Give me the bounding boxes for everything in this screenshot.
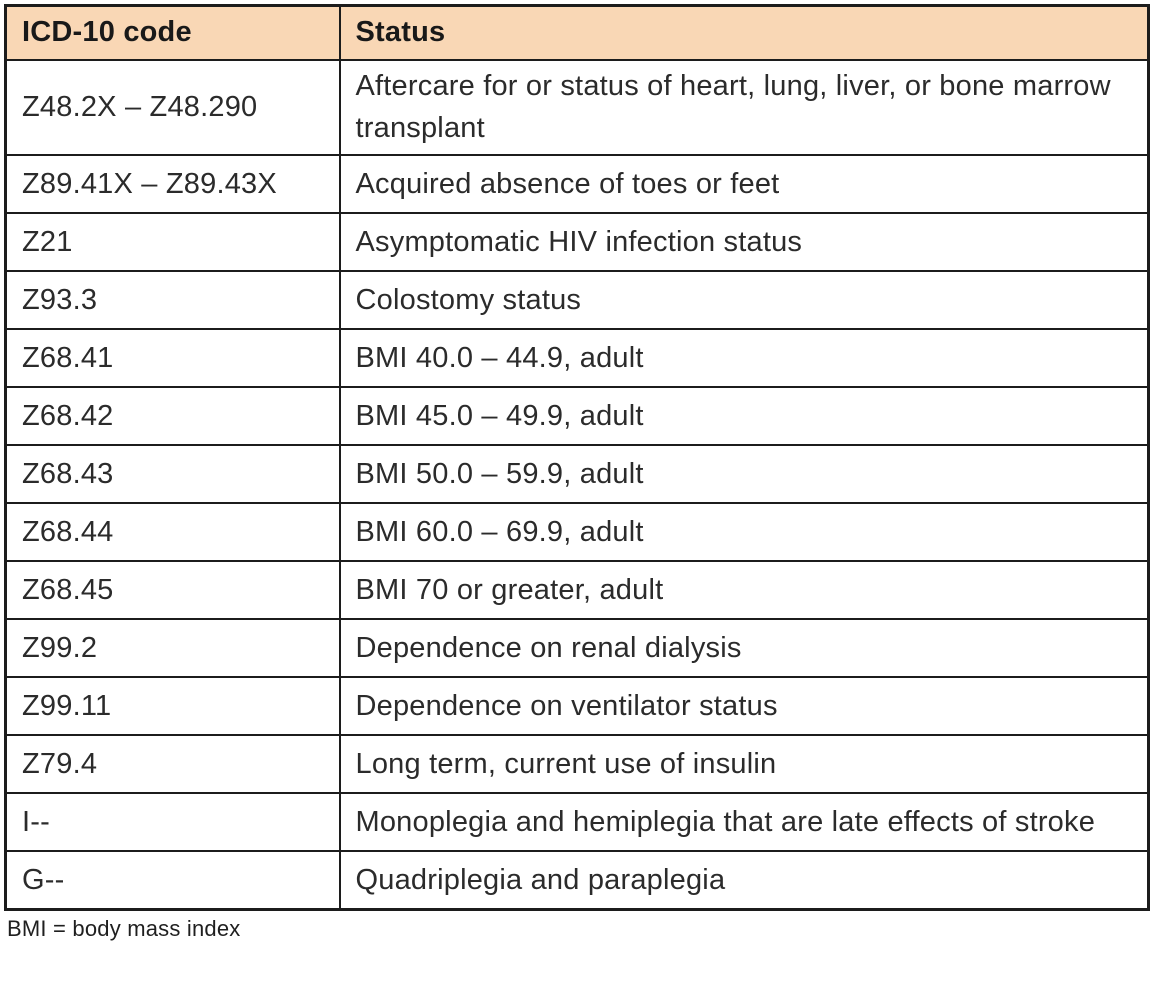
table-row: G-- Quadriplegia and paraplegia (4, 850, 1150, 911)
table-row: I-- Monoplegia and hemiplegia that are la… (4, 792, 1150, 853)
column-header-status: Status (338, 4, 1150, 61)
table-row: Z68.43 BMI 50.0 – 59.9, adult (4, 444, 1150, 505)
table-row: Z79.4 Long term, current use of insulin (4, 734, 1150, 795)
cell-status: BMI 70 or greater, adult (338, 560, 1150, 621)
cell-status: Asymptomatic HIV infection status (338, 212, 1150, 273)
document-page: ICD-10 code Status Z48.2X – Z48.290 After… (4, 4, 1150, 941)
table-row: Z48.2X – Z48.290 Aftercare for or status … (4, 58, 1150, 157)
cell-icd10-code: G-- (4, 850, 341, 911)
cell-icd10-code: Z93.3 (4, 270, 341, 331)
cell-status: Acquired absence of toes or feet (338, 154, 1150, 215)
cell-icd10-code: Z68.44 (4, 502, 341, 563)
icd10-status-table: ICD-10 code Status Z48.2X – Z48.290 After… (4, 4, 1150, 911)
table-row: Z68.45 BMI 70 or greater, adult (4, 560, 1150, 621)
cell-status: BMI 45.0 – 49.9, adult (338, 386, 1150, 447)
cell-icd10-code: I-- (4, 792, 341, 853)
cell-icd10-code: Z68.42 (4, 386, 341, 447)
cell-status: Dependence on ventilator status (338, 676, 1150, 737)
cell-icd10-code: Z48.2X – Z48.290 (4, 58, 341, 157)
cell-icd10-code: Z21 (4, 212, 341, 273)
table-footnote: BMI = body mass index (7, 915, 241, 941)
cell-status: BMI 50.0 – 59.9, adult (338, 444, 1150, 505)
cell-status: Colostomy status (338, 270, 1150, 331)
cell-status: Monoplegia and hemiplegia that are late … (338, 792, 1150, 853)
cell-status: BMI 40.0 – 44.9, adult (338, 328, 1150, 389)
cell-status: Long term, current use of insulin (338, 734, 1150, 795)
cell-icd10-code: Z89.41X – Z89.43X (4, 154, 341, 215)
cell-icd10-code: Z99.11 (4, 676, 341, 737)
table-row: Z68.42 BMI 45.0 – 49.9, adult (4, 386, 1150, 447)
table-row: Z89.41X – Z89.43X Acquired absence of toe… (4, 154, 1150, 215)
cell-icd10-code: Z68.45 (4, 560, 341, 621)
table-row: Z99.11 Dependence on ventilator status (4, 676, 1150, 737)
cell-icd10-code: Z79.4 (4, 734, 341, 795)
cell-icd10-code: Z68.43 (4, 444, 341, 505)
cell-status: Dependence on renal dialysis (338, 618, 1150, 679)
cell-status: BMI 60.0 – 69.9, adult (338, 502, 1150, 563)
column-header-icd10-code: ICD-10 code (4, 4, 341, 61)
table-row: Z68.44 BMI 60.0 – 69.9, adult (4, 502, 1150, 563)
table-row: Z21 Asymptomatic HIV infection status (4, 212, 1150, 273)
table-body: Z48.2X – Z48.290 Aftercare for or status … (4, 58, 1150, 911)
table-row: Z93.3 Colostomy status (4, 270, 1150, 331)
cell-status: Aftercare for or status of heart, lung, … (338, 58, 1150, 157)
cell-icd10-code: Z68.41 (4, 328, 341, 389)
table-row: Z68.41 BMI 40.0 – 44.9, adult (4, 328, 1150, 389)
cell-icd10-code: Z99.2 (4, 618, 341, 679)
cell-status: Quadriplegia and paraplegia (338, 850, 1150, 911)
table-header-row: ICD-10 code Status (4, 4, 1150, 61)
table-row: Z99.2 Dependence on renal dialysis (4, 618, 1150, 679)
